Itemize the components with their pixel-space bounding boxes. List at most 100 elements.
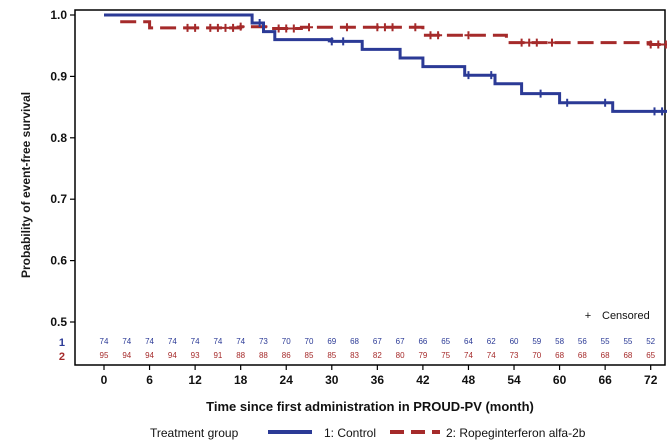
censor-mark-ropeginterferon xyxy=(274,24,283,33)
risk-count: 68 xyxy=(601,351,610,360)
risk-count: 74 xyxy=(100,337,109,346)
legend-label-ropeginterferon: 2: Ropeginterferon alfa-2b xyxy=(446,426,586,440)
risk-count: 65 xyxy=(646,351,655,360)
risk-count: 68 xyxy=(623,351,632,360)
legend: Treatment group 1: Control 2: Ropeginter… xyxy=(150,426,586,440)
risk-count: 56 xyxy=(578,337,587,346)
censor-mark-ropeginterferon xyxy=(236,22,245,31)
x-tick-label: 6 xyxy=(146,373,153,387)
censor-mark-ropeginterferon xyxy=(305,23,314,32)
censor-mark-control xyxy=(650,107,659,116)
censor-mark-control xyxy=(464,71,473,80)
risk-count: 74 xyxy=(236,337,245,346)
x-tick-label: 72 xyxy=(644,373,658,387)
series-ropeginterferon xyxy=(104,13,667,49)
risk-count: 83 xyxy=(350,351,359,360)
risk-count: 91 xyxy=(213,351,222,360)
risk-count: 59 xyxy=(532,337,541,346)
censor-mark-ropeginterferon xyxy=(525,38,534,47)
y-tick-label: 0.6 xyxy=(50,254,67,268)
x-tick-label: 54 xyxy=(507,373,521,387)
censor-mark-control xyxy=(327,37,336,46)
censor-mark-ropeginterferon xyxy=(411,23,420,32)
risk-count: 68 xyxy=(578,351,587,360)
censor-mark-ropeginterferon xyxy=(388,23,397,32)
risk-count: 74 xyxy=(122,337,131,346)
censor-mark-control xyxy=(536,89,545,98)
risk-count: 55 xyxy=(623,337,632,346)
risk-count: 73 xyxy=(510,351,519,360)
risk-count: 67 xyxy=(396,337,405,346)
risk-count: 85 xyxy=(327,351,336,360)
censored-annotation: + Censored xyxy=(585,310,650,322)
risk-count: 79 xyxy=(418,351,427,360)
x-tick-label: 24 xyxy=(280,373,294,387)
plot-frame xyxy=(74,9,666,366)
risk-count: 60 xyxy=(510,337,519,346)
censor-mark-ropeginterferon xyxy=(206,23,215,32)
x-axis: 061218243036424854606672788490 xyxy=(101,365,658,387)
risk-table: 1 74 74 74 74 74 74 74 73 70 70 69 68 67 67 66 65 64 62 60 5… xyxy=(59,337,656,363)
risk-count: 95 xyxy=(100,351,109,360)
risk-count: 67 xyxy=(373,337,382,346)
censor-mark-ropeginterferon xyxy=(183,23,192,32)
risk-count: 94 xyxy=(168,351,177,360)
censor-mark-ropeginterferon xyxy=(646,40,655,49)
censor-mark-ropeginterferon xyxy=(654,40,663,49)
censor-mark-ropeginterferon xyxy=(426,31,435,40)
x-tick-label: 30 xyxy=(325,373,339,387)
censor-mark-ropeginterferon xyxy=(229,23,238,32)
x-tick-label: 18 xyxy=(234,373,248,387)
risk-count: 70 xyxy=(282,337,291,346)
risk-count: 68 xyxy=(555,351,564,360)
risk-count: 80 xyxy=(396,351,405,360)
x-tick-label: 66 xyxy=(598,373,612,387)
risk-count: 74 xyxy=(487,351,496,360)
censor-mark-ropeginterferon xyxy=(221,23,230,32)
censor-mark-ropeginterferon xyxy=(289,24,298,33)
risk-count: 73 xyxy=(259,337,268,346)
y-tick-label: 0.5 xyxy=(50,315,67,329)
censor-mark-control xyxy=(563,98,572,107)
y-axis-label: Probability of event-free survival xyxy=(19,92,33,278)
censor-mark-ropeginterferon xyxy=(464,31,473,40)
risk-count: 94 xyxy=(145,351,154,360)
censored-marker-glyph: + xyxy=(585,310,591,322)
censor-mark-ropeginterferon xyxy=(213,23,222,32)
censor-mark-control xyxy=(339,37,348,46)
y-tick-label: 0.8 xyxy=(50,131,67,145)
censor-mark-control xyxy=(255,18,264,27)
legend-title: Treatment group xyxy=(150,426,239,440)
risk-count: 93 xyxy=(191,351,200,360)
y-axis: 0.5 0.6 0.7 0.8 0.9 1.0 xyxy=(50,8,75,329)
risk-count: 55 xyxy=(601,337,610,346)
y-tick-label: 0.9 xyxy=(50,69,67,83)
censor-mark-ropeginterferon xyxy=(373,23,382,32)
censor-mark-ropeginterferon xyxy=(661,40,667,49)
risk-count: 65 xyxy=(441,337,450,346)
censor-mark-ropeginterferon xyxy=(517,38,526,47)
legend-label-control: 1: Control xyxy=(324,426,376,440)
censor-mark-ropeginterferon xyxy=(380,23,389,32)
x-tick-label: 12 xyxy=(188,373,202,387)
censor-mark-ropeginterferon xyxy=(532,38,541,47)
risk-count: 86 xyxy=(282,351,291,360)
x-tick-label: 48 xyxy=(462,373,476,387)
series-line-control xyxy=(104,13,667,113)
risk-count: 88 xyxy=(236,351,245,360)
censor-mark-control xyxy=(658,107,667,116)
risk-count: 88 xyxy=(259,351,268,360)
risk-count: 64 xyxy=(464,337,473,346)
censor-mark-ropeginterferon xyxy=(342,23,351,32)
risk-count: 70 xyxy=(532,351,541,360)
risk-count: 66 xyxy=(418,337,427,346)
risk-group-label: 2 xyxy=(59,351,65,363)
plot-border xyxy=(74,9,666,366)
series-line-ropeginterferon xyxy=(104,13,667,46)
series-layer xyxy=(104,13,667,116)
censor-mark-ropeginterferon xyxy=(282,24,291,33)
risk-count: 74 xyxy=(464,351,473,360)
censor-mark-control xyxy=(487,71,496,80)
risk-count: 52 xyxy=(646,337,655,346)
censor-mark-ropeginterferon xyxy=(434,31,443,40)
